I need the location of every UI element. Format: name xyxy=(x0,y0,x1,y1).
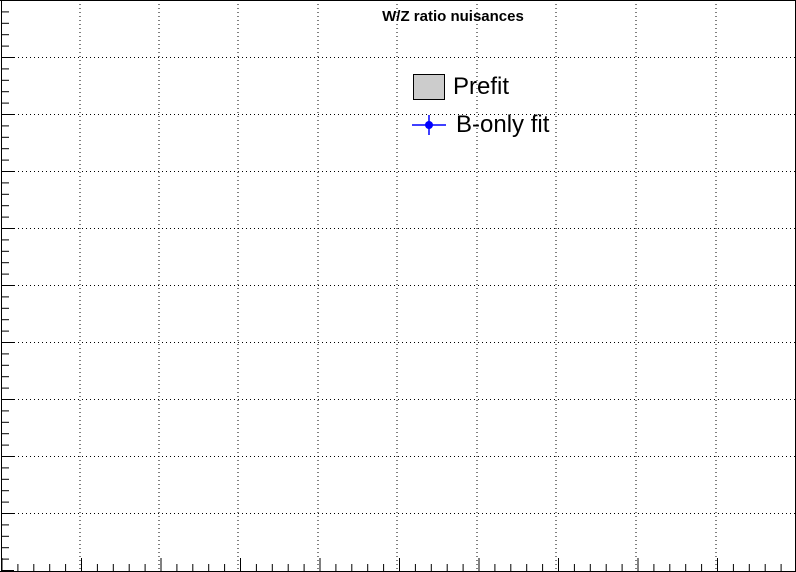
bonly-marker-dot xyxy=(425,121,433,129)
legend-label-bonly: B-only fit xyxy=(456,111,550,138)
legend: Prefit B-only fit xyxy=(410,70,590,142)
legend-entry-bonly: B-only fit xyxy=(410,108,549,142)
legend-entry-prefit: Prefit xyxy=(410,70,509,104)
prefit-swatch xyxy=(413,74,445,100)
bonly-marker-swatch xyxy=(412,115,446,135)
chart-title: W/Z ratio nuisances xyxy=(382,8,524,25)
legend-label-prefit: Prefit xyxy=(453,73,510,100)
